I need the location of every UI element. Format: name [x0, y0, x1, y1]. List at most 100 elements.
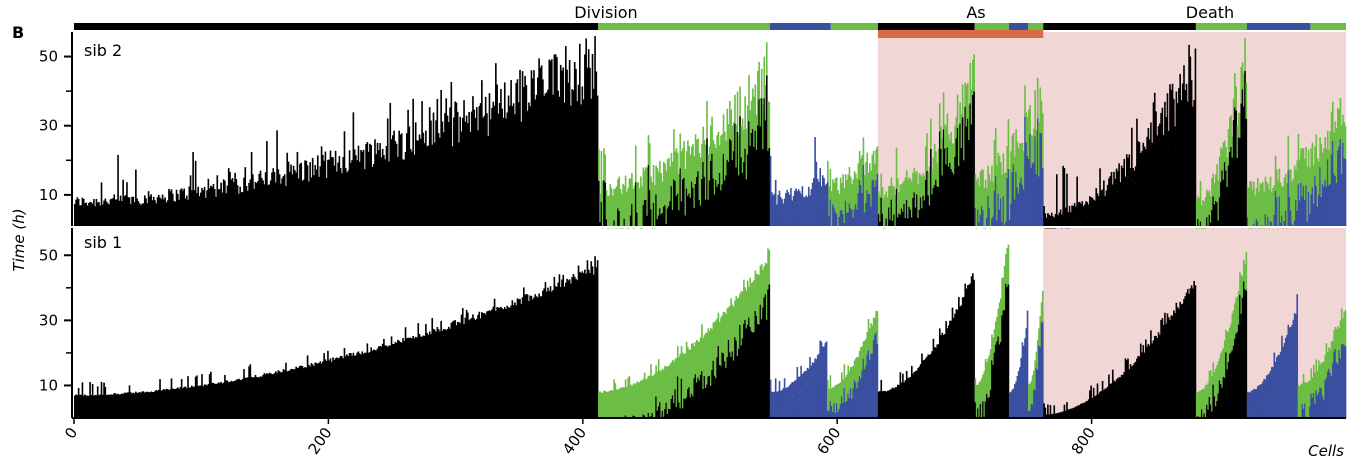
bar [764, 262, 767, 295]
bar [763, 97, 766, 226]
bar [688, 350, 690, 388]
bar [361, 351, 364, 418]
bar [221, 192, 224, 226]
bar [1045, 414, 1048, 418]
bar [486, 113, 488, 226]
bar [858, 350, 861, 376]
bar [662, 369, 665, 417]
bar [1120, 165, 1123, 178]
bar [600, 392, 603, 418]
bar [1216, 400, 1218, 418]
bar [514, 302, 516, 418]
bar [1307, 149, 1310, 192]
bar [311, 157, 314, 226]
bar [671, 395, 674, 418]
bar [1249, 412, 1251, 418]
bar [1254, 195, 1257, 229]
bar [685, 188, 688, 226]
bar [1034, 136, 1036, 226]
bar [364, 169, 366, 226]
bar [640, 380, 642, 418]
bar [404, 327, 407, 418]
bar [278, 371, 281, 418]
bar [85, 202, 88, 226]
bar [833, 182, 836, 208]
bar [1185, 292, 1188, 418]
bar [1067, 409, 1070, 418]
bar [736, 131, 739, 226]
bar [1100, 210, 1103, 226]
bar [837, 412, 839, 418]
bar [917, 217, 919, 226]
bar [1334, 175, 1337, 226]
bar [678, 173, 680, 211]
bar [619, 387, 622, 418]
bar [535, 94, 538, 227]
bar [1300, 384, 1302, 418]
bar [174, 388, 177, 418]
bar [745, 328, 748, 418]
bar [217, 382, 220, 418]
bar [1193, 281, 1195, 418]
bar [844, 377, 847, 403]
annotation-segment-green [830, 23, 878, 30]
bar [447, 122, 450, 226]
bar [1078, 201, 1081, 221]
bar [1334, 326, 1337, 349]
bar [958, 166, 960, 226]
bar [847, 393, 849, 418]
bar [751, 332, 754, 418]
bar [419, 138, 422, 226]
bar [779, 207, 782, 226]
bar [1221, 387, 1223, 418]
bar [1104, 388, 1106, 418]
bar [371, 166, 374, 226]
bar [1181, 83, 1184, 95]
bar [668, 408, 670, 418]
bar [646, 167, 649, 216]
bar [559, 64, 562, 226]
bar [931, 170, 933, 195]
bar [319, 166, 322, 226]
bar [814, 382, 816, 418]
bar [1296, 294, 1299, 316]
bar [972, 59, 974, 95]
bar [778, 210, 781, 226]
bar [855, 203, 857, 226]
bar [1033, 162, 1035, 226]
annotation-segment-blue [1246, 23, 1311, 30]
bar [764, 120, 767, 226]
bar [1318, 360, 1320, 393]
bar [791, 395, 794, 418]
bar [988, 174, 991, 208]
bar [1288, 347, 1291, 418]
bar [590, 261, 593, 418]
bar [1264, 410, 1267, 418]
bar [642, 204, 645, 226]
bar [225, 193, 227, 226]
bar [1171, 315, 1174, 418]
bar [227, 382, 230, 418]
bar [1150, 122, 1152, 134]
bar [1097, 196, 1100, 216]
bar [1078, 220, 1081, 226]
bar [556, 57, 558, 226]
bar [656, 410, 659, 418]
bar [459, 323, 462, 418]
bar [425, 323, 427, 418]
bar [564, 282, 567, 418]
bar [746, 154, 749, 226]
bar [1183, 65, 1185, 80]
bar [673, 361, 675, 403]
bar [314, 165, 317, 226]
bar [1173, 310, 1175, 418]
bar [891, 185, 894, 221]
bar [950, 131, 953, 169]
bar [1304, 382, 1306, 404]
bar [792, 210, 795, 226]
bar [860, 347, 862, 379]
bar [465, 115, 468, 226]
bar [730, 109, 732, 141]
bar [1162, 325, 1165, 418]
bar [1268, 373, 1271, 402]
